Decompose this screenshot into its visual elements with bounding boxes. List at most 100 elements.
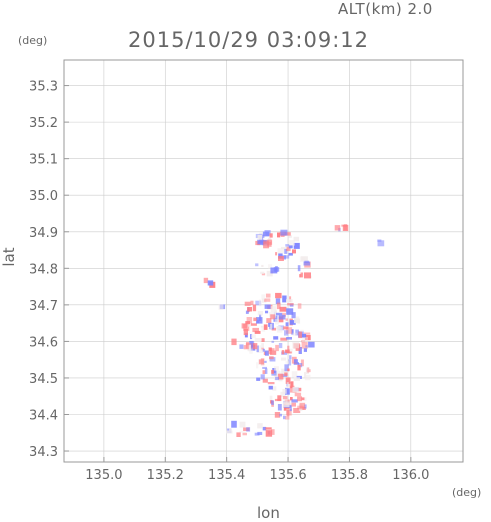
plot-frame — [63, 59, 464, 463]
echo-cell — [276, 312, 283, 316]
echo-cell — [299, 256, 306, 262]
echo-cell — [269, 323, 273, 329]
echo-cell — [304, 272, 311, 279]
echo-cell — [277, 395, 282, 401]
echo-cell — [284, 372, 288, 376]
echo-cell — [267, 382, 275, 385]
y-unit-label: (deg) — [18, 34, 48, 47]
echo-cell — [297, 396, 302, 402]
echo-cell — [268, 385, 273, 390]
echo-cell — [300, 329, 304, 333]
echo-cell — [258, 359, 264, 365]
echo-cell — [288, 348, 293, 354]
echo-cell — [278, 256, 284, 261]
echo-cell — [280, 229, 288, 236]
echo-cell — [285, 377, 291, 384]
echo-cell — [284, 364, 289, 372]
y-tick-label: 34.4 — [29, 408, 58, 423]
echo-cell — [285, 388, 290, 395]
echo-cell — [276, 302, 281, 310]
echo-cell — [252, 304, 257, 312]
echo-cell — [303, 261, 311, 266]
echo-cell — [301, 333, 307, 338]
echo-cell — [246, 342, 250, 346]
echo-cell — [282, 312, 286, 317]
timestamp-title: 2015/10/29 03:09:12 — [128, 28, 370, 52]
echo-cell — [286, 337, 292, 340]
echo-cell — [287, 368, 290, 372]
echo-cell — [284, 232, 291, 236]
echo-cell — [279, 306, 287, 312]
echo-cell — [239, 430, 246, 433]
echo-cell — [243, 328, 248, 336]
echo-cell — [226, 430, 233, 434]
echo-cell — [260, 271, 265, 274]
echo-cell — [246, 317, 253, 324]
echo-cell — [263, 360, 267, 363]
echo-cell — [261, 326, 266, 332]
echo-cell — [290, 397, 293, 401]
echo-cell — [286, 382, 289, 388]
echo-cell — [271, 400, 274, 405]
echo-cell — [282, 295, 287, 303]
echo-cell — [207, 280, 214, 286]
echo-cell — [303, 332, 311, 335]
echo-cell — [277, 232, 281, 238]
echo-cell — [285, 322, 289, 327]
echo-cell — [273, 336, 279, 340]
echo-cell — [299, 402, 306, 409]
echo-cell — [262, 298, 267, 303]
echo-cell — [269, 356, 274, 360]
echo-cell — [257, 311, 263, 316]
echo-cell — [257, 235, 262, 240]
echo-cell — [297, 265, 301, 272]
echo-cell — [261, 343, 264, 348]
echo-cell — [272, 386, 277, 391]
echo-cell — [275, 298, 281, 304]
echo-cell — [292, 341, 299, 349]
echo-cell — [297, 364, 301, 371]
y-tick-label: 34.6 — [29, 335, 58, 350]
echo-cell — [286, 299, 293, 303]
echo-cell — [285, 416, 290, 420]
echo-cell — [266, 270, 273, 277]
echo-cell — [261, 347, 264, 351]
echo-cell — [264, 350, 269, 356]
echo-cell — [242, 432, 247, 436]
echo-cell — [273, 315, 278, 322]
echo-cell — [304, 334, 311, 341]
echo-cell — [259, 237, 264, 243]
echo-cell — [292, 386, 299, 393]
echo-cell — [257, 423, 263, 429]
echo-cell — [252, 343, 258, 350]
echo-cell — [257, 241, 265, 244]
echo-cell — [229, 428, 232, 431]
echo-cell — [257, 345, 262, 349]
x-tick-label: 135.8 — [331, 468, 368, 483]
echo-cell — [256, 345, 259, 353]
echo-cell — [262, 366, 267, 369]
echo-cell — [265, 427, 272, 430]
echo-cell — [262, 378, 268, 383]
echo-cell — [283, 415, 286, 420]
echo-cell — [254, 432, 260, 436]
echo-cell — [289, 240, 295, 246]
echo-cell — [286, 246, 291, 252]
echo-cell — [282, 369, 289, 375]
echo-cell — [273, 366, 279, 371]
echo-cell — [243, 345, 249, 350]
echo-cell — [260, 325, 263, 328]
echo-cell — [265, 430, 273, 437]
y-tick-label: 34.8 — [29, 262, 58, 277]
echo-cell — [264, 368, 268, 374]
echo-cell — [293, 242, 300, 249]
echo-cell — [288, 235, 292, 238]
echo-cell — [266, 318, 272, 324]
echo-cell — [241, 323, 247, 329]
echo-cell — [342, 224, 349, 231]
echo-cell — [281, 357, 287, 361]
echo-cell — [281, 246, 287, 249]
echo-cell — [284, 248, 288, 254]
echo-cell — [218, 304, 224, 310]
echo-cell — [270, 314, 276, 320]
